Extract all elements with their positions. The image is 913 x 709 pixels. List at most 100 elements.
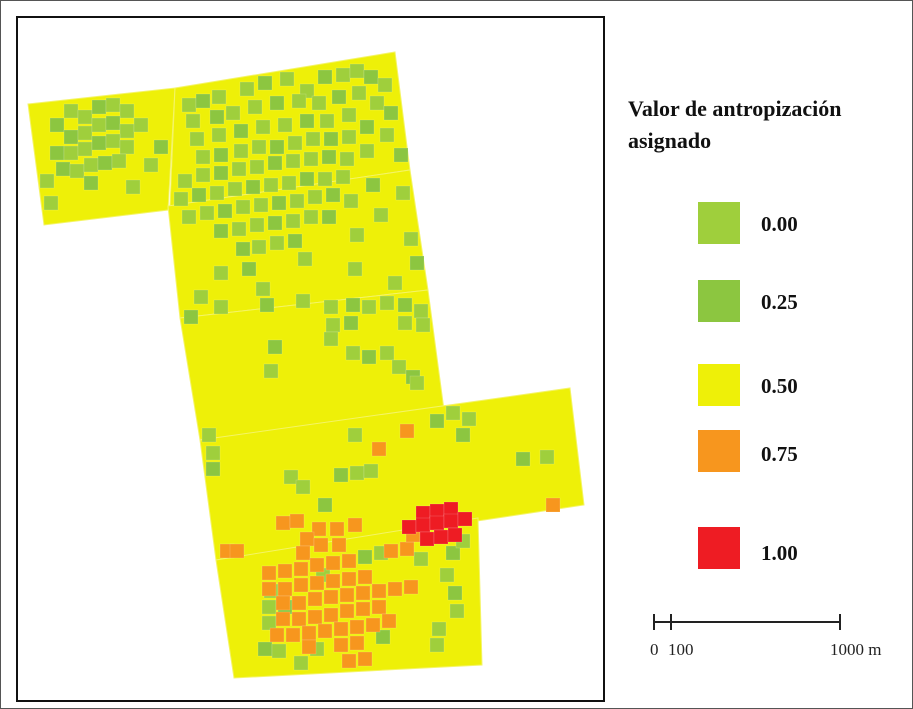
land-cell-orange (309, 557, 325, 573)
land-cell-green (299, 171, 315, 187)
land-cell-green (193, 289, 209, 305)
land-cell-green (363, 69, 379, 85)
land-cell-green (359, 143, 375, 159)
land-cell-green (377, 77, 393, 93)
land-cell-green (379, 345, 395, 361)
land-cell-green (361, 299, 377, 315)
land-cell-green (195, 167, 211, 183)
land-cell-orange (323, 589, 339, 605)
land-cell-green (293, 655, 309, 671)
land-cell-green (83, 157, 99, 173)
land-cell-green (379, 295, 395, 311)
land-cell-green (233, 143, 249, 159)
land-cell-green (409, 255, 425, 271)
land-cell-orange (293, 561, 309, 577)
land-cell-green (343, 315, 359, 331)
land-cell-green (249, 217, 265, 233)
land-cell-green (409, 375, 425, 391)
land-cell-green (287, 233, 303, 249)
land-cell-green (295, 293, 311, 309)
land-cell-green (259, 297, 275, 313)
land-cell-green (91, 99, 107, 115)
land-cell-green (287, 135, 303, 151)
land-cell-green (369, 95, 385, 111)
land-cell-orange (371, 599, 387, 615)
land-cell-orange (399, 541, 415, 557)
land-cell-green (317, 497, 333, 513)
land-cell-green (289, 193, 305, 209)
land-cell-green (303, 151, 319, 167)
legend-title-line2: asignado (628, 128, 712, 153)
land-cell-orange (355, 585, 371, 601)
land-cell-green (133, 117, 149, 133)
land-cell-green (317, 69, 333, 85)
legend-label-1-00: 1.00 (761, 541, 798, 565)
land-cell-orange (341, 653, 357, 669)
scale-bar-graphic (653, 614, 841, 630)
land-cell-orange (349, 619, 365, 635)
land-cell-green (195, 149, 211, 165)
land-cell-green (305, 131, 321, 147)
land-cell-green (331, 89, 347, 105)
land-cell-green (325, 317, 341, 333)
scale-label-0: 0 (650, 640, 659, 659)
land-cell-orange (307, 609, 323, 625)
land-cell-green (231, 161, 247, 177)
land-cell-green (335, 169, 351, 185)
land-cell-green (213, 265, 229, 281)
land-cell-green (77, 109, 93, 125)
land-cell-orange (341, 553, 357, 569)
land-cell-green (181, 209, 197, 225)
land-cell-green (439, 567, 455, 583)
land-cell-orange (309, 575, 325, 591)
land-cell-green (323, 131, 339, 147)
land-cell-red (401, 519, 417, 535)
land-cell-green (391, 359, 407, 375)
land-cell-green (105, 115, 121, 131)
land-cell-green (393, 147, 409, 163)
land-cell-green (339, 151, 355, 167)
land-cell-green (209, 109, 225, 125)
land-cell-green (185, 113, 201, 129)
land-cell-green (83, 175, 99, 191)
land-cell-green (341, 107, 357, 123)
land-cell-green (269, 139, 285, 155)
land-cell-green (213, 165, 229, 181)
land-cell-green (181, 97, 197, 113)
land-cell-orange (357, 569, 373, 585)
land-cell-green (245, 179, 261, 195)
land-cell-green (345, 297, 361, 313)
land-cell-green (251, 239, 267, 255)
land-cell-orange (301, 639, 317, 655)
land-cell-green (111, 153, 127, 169)
land-cell-green (255, 119, 271, 135)
land-cell-orange (277, 581, 293, 597)
land-cell-green (379, 127, 395, 143)
land-cell-green (323, 331, 339, 347)
legend-label-0-75: 0.75 (761, 442, 798, 466)
land-cell-red (419, 531, 435, 547)
land-cell-green (49, 117, 65, 133)
land-cell-green (227, 181, 243, 197)
land-cell-green (291, 93, 307, 109)
legend-label-0-50: 0.50 (761, 374, 798, 398)
legend-label-0-00: 0.00 (761, 212, 798, 236)
legend-title-line1: Valor de antropización (628, 96, 842, 121)
land-cell-green (173, 191, 189, 207)
land-cell-green (349, 63, 365, 79)
land-cell-green (321, 149, 337, 165)
land-cell-green (263, 363, 279, 379)
land-cell-green (403, 231, 419, 247)
land-cell-orange (355, 601, 371, 617)
land-cell-green (211, 127, 227, 143)
land-cell-green (205, 461, 221, 477)
land-cell-orange (261, 581, 277, 597)
land-cell-green (361, 349, 377, 365)
land-cell-green (77, 141, 93, 157)
land-cell-orange (323, 607, 339, 623)
land-cell-green (303, 209, 319, 225)
land-cell-green (97, 155, 113, 171)
land-cell-green (205, 445, 221, 461)
land-cell-red (443, 513, 459, 529)
land-cell-orange (329, 521, 345, 537)
